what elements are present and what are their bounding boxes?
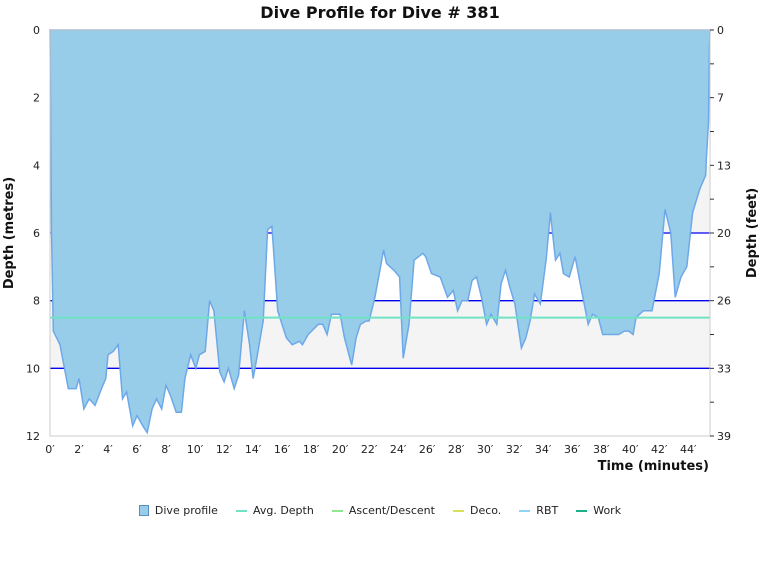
legend-line-icon xyxy=(576,509,588,512)
y-tick-label: 2 xyxy=(33,92,40,105)
legend-label: Work xyxy=(593,504,622,517)
legend-line-icon xyxy=(331,509,343,512)
x-tick-label: 8′ xyxy=(161,443,171,456)
y-right-tick-label: 20 xyxy=(717,227,731,240)
x-tick-label: 32′ xyxy=(506,443,523,456)
x-tick-label: 20′ xyxy=(332,443,349,456)
x-tick-label: 34′ xyxy=(535,443,552,456)
y-right-tick-label: 7 xyxy=(717,92,724,105)
legend-item[interactable]: Work xyxy=(576,504,621,517)
legend-item[interactable]: Ascent/Descent xyxy=(331,504,435,517)
y-tick-label: 8 xyxy=(33,295,40,308)
legend-label: Dive profile xyxy=(154,504,218,517)
x-tick-label: 12′ xyxy=(216,443,233,456)
legend: Dive profile Avg. Depth Ascent/Descent Deco… xyxy=(0,504,760,517)
chart-title: Dive Profile for Dive # 381 xyxy=(260,3,499,22)
legend-line-icon xyxy=(235,509,247,512)
x-tick-label: 4′ xyxy=(103,443,113,456)
legend-box-icon xyxy=(138,505,149,516)
legend-item[interactable]: RBT xyxy=(519,504,558,517)
x-tick-label: 42′ xyxy=(651,443,668,456)
x-tick-label: 18′ xyxy=(303,443,320,456)
x-tick-label: 38′ xyxy=(593,443,610,456)
x-tick-label: 28′ xyxy=(448,443,465,456)
x-tick-label: 30′ xyxy=(477,443,494,456)
legend-item[interactable]: Deco. xyxy=(452,504,502,517)
y-right-tick-label: 0 xyxy=(717,24,724,37)
x-tick-label: 40′ xyxy=(622,443,639,456)
dive-profile-area xyxy=(49,29,711,435)
y-axis-label: Depth (metres) xyxy=(2,177,17,289)
x-axis-label: Time (minutes) xyxy=(598,459,709,474)
x-tick-label: 0′ xyxy=(45,443,55,456)
y-tick-label: 4 xyxy=(33,159,40,172)
legend-label: Avg. Depth xyxy=(252,504,314,517)
legend-label: RBT xyxy=(536,504,559,517)
y-right-axis-label: Depth (feet) xyxy=(745,188,760,278)
y-tick-label: 10 xyxy=(26,362,40,375)
x-tick-label: 10′ xyxy=(187,443,204,456)
legend-item[interactable]: Avg. Depth xyxy=(235,504,314,517)
y-right-tick-label: 13 xyxy=(717,159,731,172)
x-tick-label: 24′ xyxy=(390,443,407,456)
legend-item[interactable]: Dive profile xyxy=(138,504,218,517)
y-tick-label: 0 xyxy=(33,24,40,37)
legend-label: Deco. xyxy=(469,504,502,517)
x-tick-label: 16′ xyxy=(274,443,291,456)
x-tick-label: 36′ xyxy=(564,443,581,456)
x-tick-label: 22′ xyxy=(361,443,378,456)
x-tick-label: 26′ xyxy=(419,443,436,456)
y-right-tick-label: 33 xyxy=(717,362,731,375)
y-tick-label: 6 xyxy=(33,227,40,240)
y-tick-label: 12 xyxy=(26,430,40,443)
x-tick-label: 14′ xyxy=(245,443,262,456)
legend-line-icon xyxy=(452,509,464,512)
y-right-tick-label: 26 xyxy=(717,295,731,308)
y-right-tick-label: 39 xyxy=(717,430,731,443)
legend-label: Ascent/Descent xyxy=(348,504,435,517)
legend-line-icon xyxy=(519,509,531,512)
x-tick-label: 2′ xyxy=(74,443,84,456)
x-tick-label: 44′ xyxy=(680,443,697,456)
x-tick-label: 6′ xyxy=(132,443,142,456)
